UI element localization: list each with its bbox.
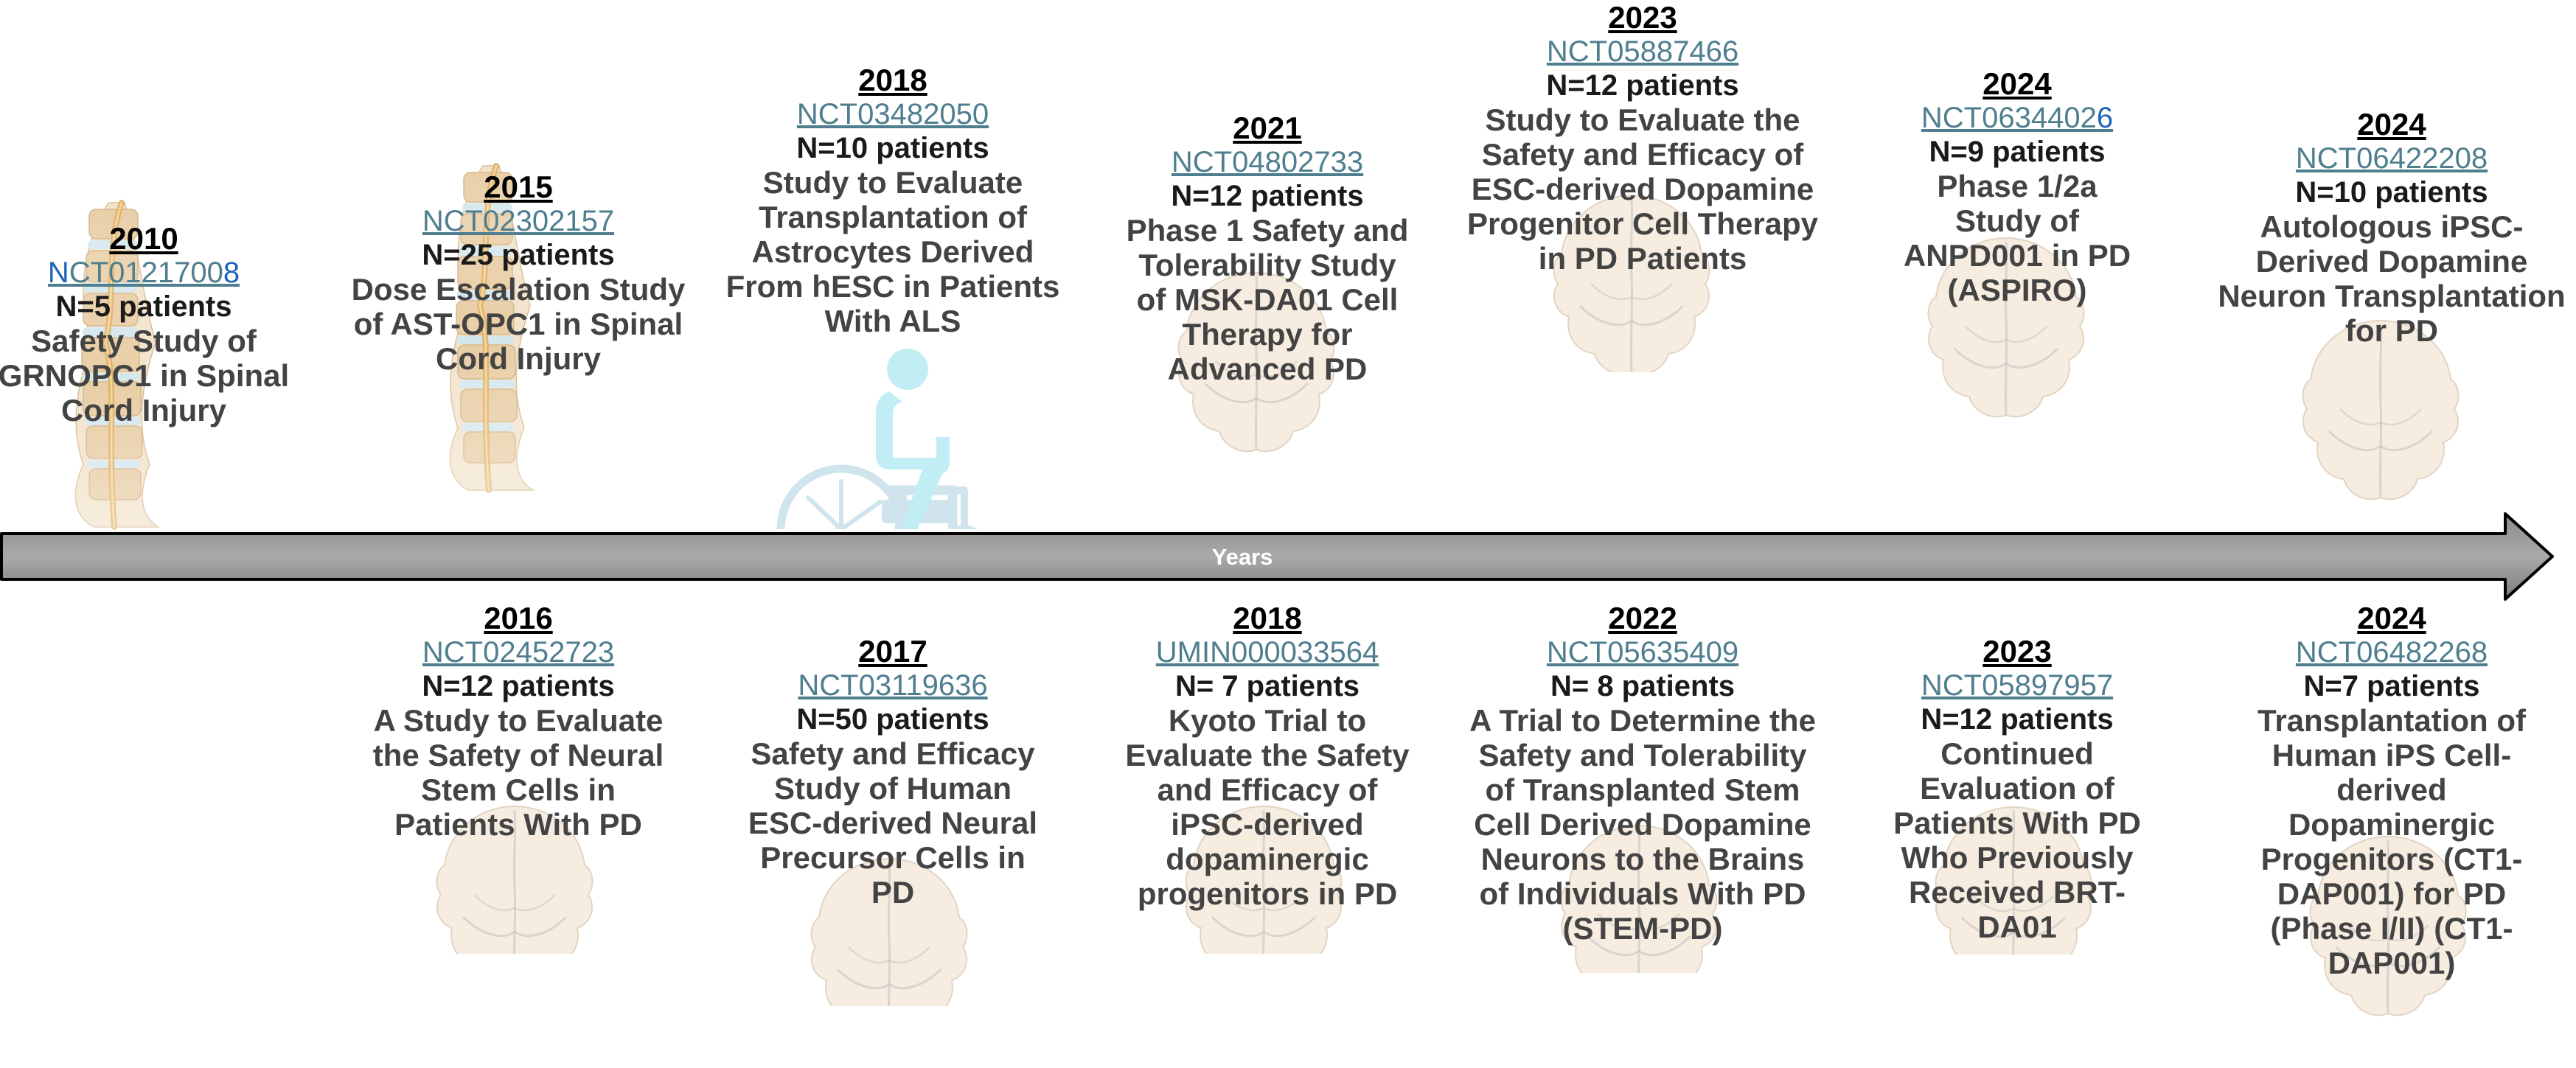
svg-text:Years: Years xyxy=(1212,544,1273,570)
